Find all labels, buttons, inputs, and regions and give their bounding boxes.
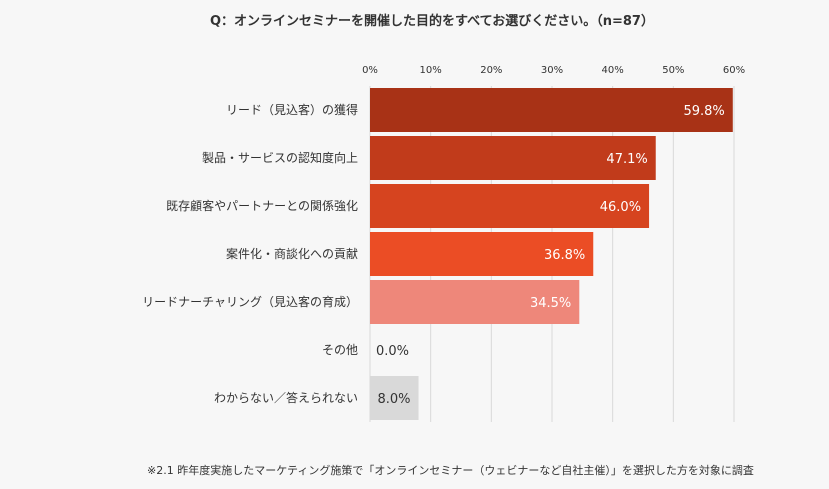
category-label: 案件化・商談化への貢献 xyxy=(226,246,358,261)
x-tick-label: 0% xyxy=(362,65,378,76)
category-label: わからない／答えられない xyxy=(214,390,358,405)
bar xyxy=(370,376,419,420)
bar xyxy=(370,136,656,180)
data-label: 0.0% xyxy=(376,344,409,359)
bar xyxy=(370,184,650,228)
x-tick-label: 20% xyxy=(480,65,502,76)
bar xyxy=(370,280,580,324)
x-tick-label: 10% xyxy=(420,65,442,76)
data-label: 46.0% xyxy=(600,200,641,215)
category-label: 既存顧客やパートナーとの関係強化 xyxy=(166,198,358,213)
category-label: リードナーチャリング（見込客の育成） xyxy=(142,294,358,309)
x-tick-label: 60% xyxy=(723,65,745,76)
chart-title: Q：オンラインセミナーを開催した目的をすべてお選びください。（n=87） xyxy=(210,13,654,29)
footnote: ※2.1 昨年度実施したマーケティング施策で「オンラインセミナー（ウェビナーなど… xyxy=(147,463,754,477)
category-label: その他 xyxy=(322,343,358,357)
category-label: リード（見込客）の獲得 xyxy=(226,102,358,117)
data-label: 8.0% xyxy=(378,392,411,407)
data-label: 59.8% xyxy=(683,104,724,119)
data-label: 36.8% xyxy=(544,248,585,263)
x-tick-label: 50% xyxy=(662,65,684,76)
data-label: 34.5% xyxy=(530,296,571,311)
data-label: 47.1% xyxy=(606,152,647,167)
category-label: 製品・サービスの認知度向上 xyxy=(202,150,358,165)
bar xyxy=(370,88,733,132)
x-tick-label: 30% xyxy=(541,65,563,76)
bar xyxy=(370,232,594,276)
x-tick-label: 40% xyxy=(602,65,624,76)
